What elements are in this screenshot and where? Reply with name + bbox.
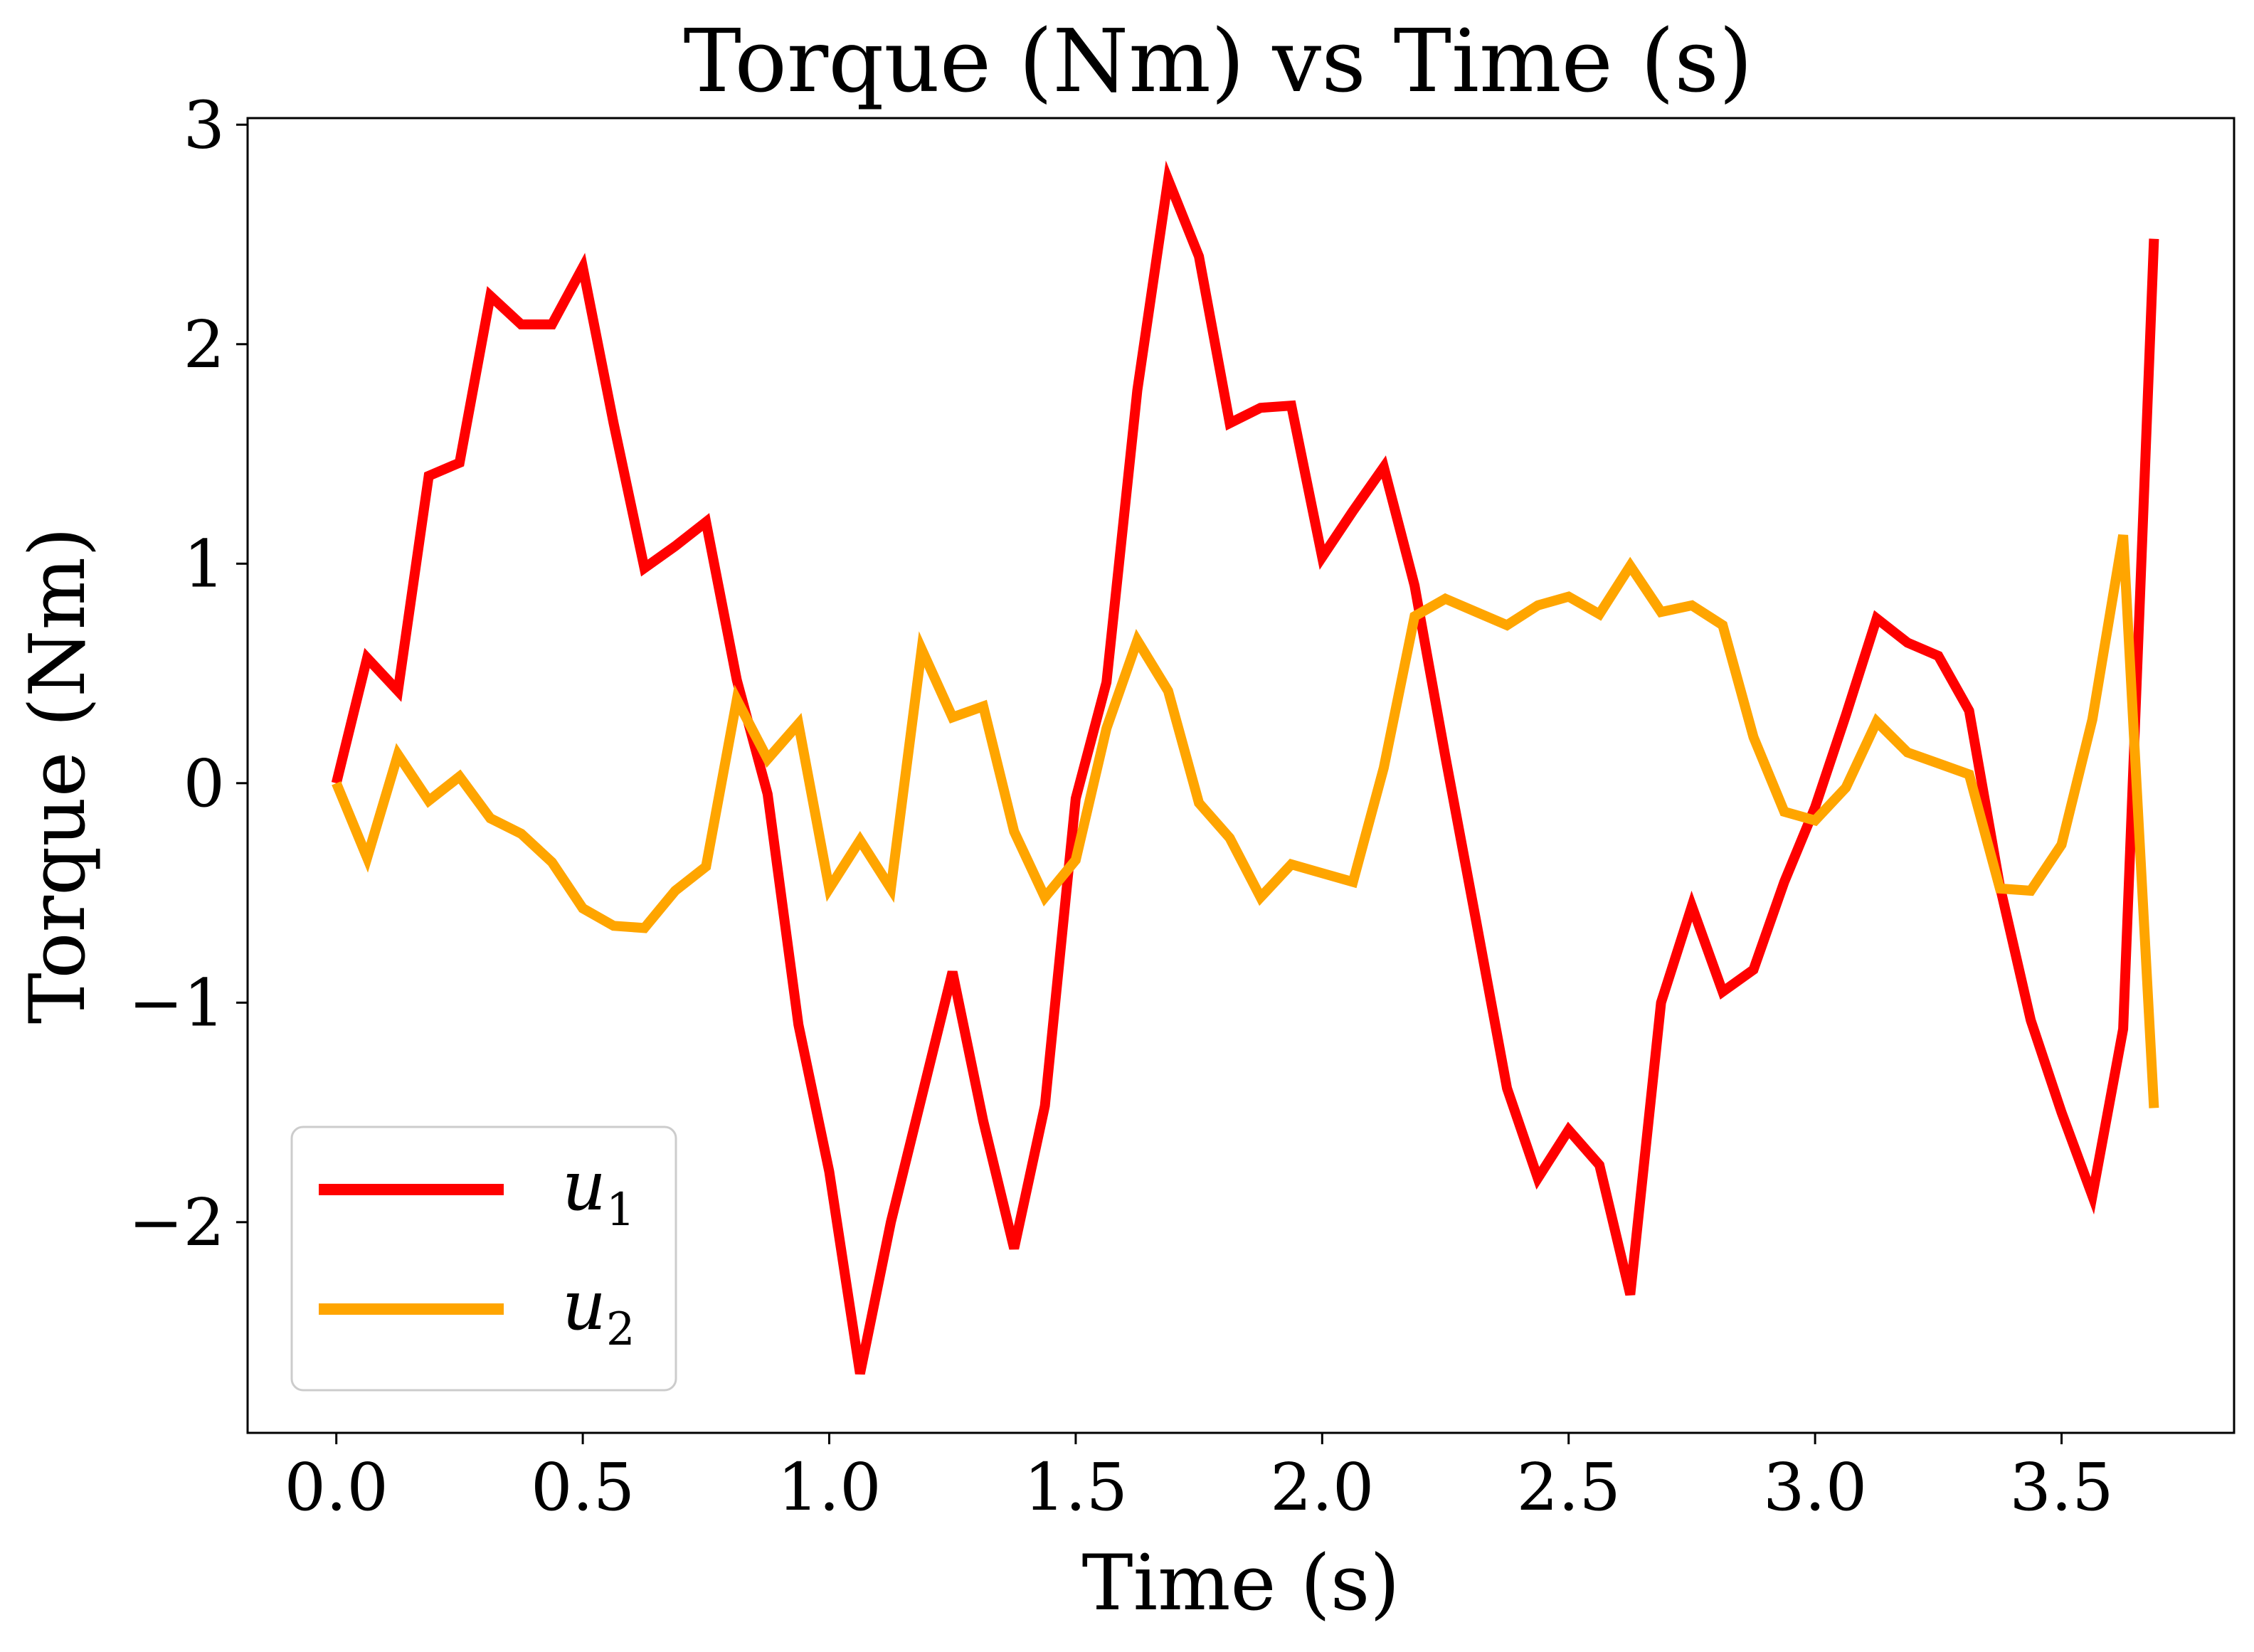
x-ticks: 0.0 0.5 1.0 1.5 2.0 2.5 3.0 3.5 bbox=[285, 1433, 2114, 1525]
x-tick-label: 2.5 bbox=[1517, 1449, 1621, 1525]
y-tick-label: 0 bbox=[183, 746, 225, 822]
x-tick-label: 3.5 bbox=[2009, 1449, 2113, 1525]
x-tick-label: 0.5 bbox=[531, 1449, 635, 1525]
x-tick-label: 1.0 bbox=[777, 1449, 881, 1525]
y-tick-label: 1 bbox=[183, 526, 225, 602]
x-tick-label: 2.0 bbox=[1270, 1449, 1374, 1525]
legend-label-u2-base: u bbox=[562, 1266, 606, 1345]
series-line-u2 bbox=[332, 534, 2159, 1108]
legend: u1 u2 bbox=[290, 1126, 677, 1392]
x-tick-label: 3.0 bbox=[1763, 1449, 1867, 1525]
y-tick-label: 3 bbox=[183, 87, 225, 163]
y-tick-label: −2 bbox=[128, 1185, 225, 1261]
y-tick-label: −1 bbox=[128, 965, 225, 1041]
x-axis-label: Time (s) bbox=[1082, 1539, 1400, 1628]
chart-title: Torque (Nm) vs Time (s) bbox=[684, 11, 1753, 112]
y-axis-label: Torque (Nm) bbox=[14, 527, 102, 1024]
x-tick-label: 0.0 bbox=[285, 1449, 388, 1525]
legend-label-u2: u2 bbox=[562, 1266, 635, 1356]
legend-label-u1-base: u bbox=[562, 1146, 606, 1226]
legend-label-u1: u1 bbox=[562, 1146, 635, 1237]
x-tick-label: 1.5 bbox=[1024, 1449, 1128, 1525]
y-ticks: 3 2 1 0 −1 −2 bbox=[128, 87, 248, 1261]
plot-frame bbox=[246, 117, 2236, 1434]
series-layer bbox=[331, 160, 2159, 1375]
legend-label-u2-sub: 2 bbox=[606, 1303, 635, 1356]
legend-label-u1-sub: 1 bbox=[606, 1184, 635, 1237]
y-tick-label: 2 bbox=[183, 307, 225, 383]
series-line-u1 bbox=[331, 160, 2159, 1375]
